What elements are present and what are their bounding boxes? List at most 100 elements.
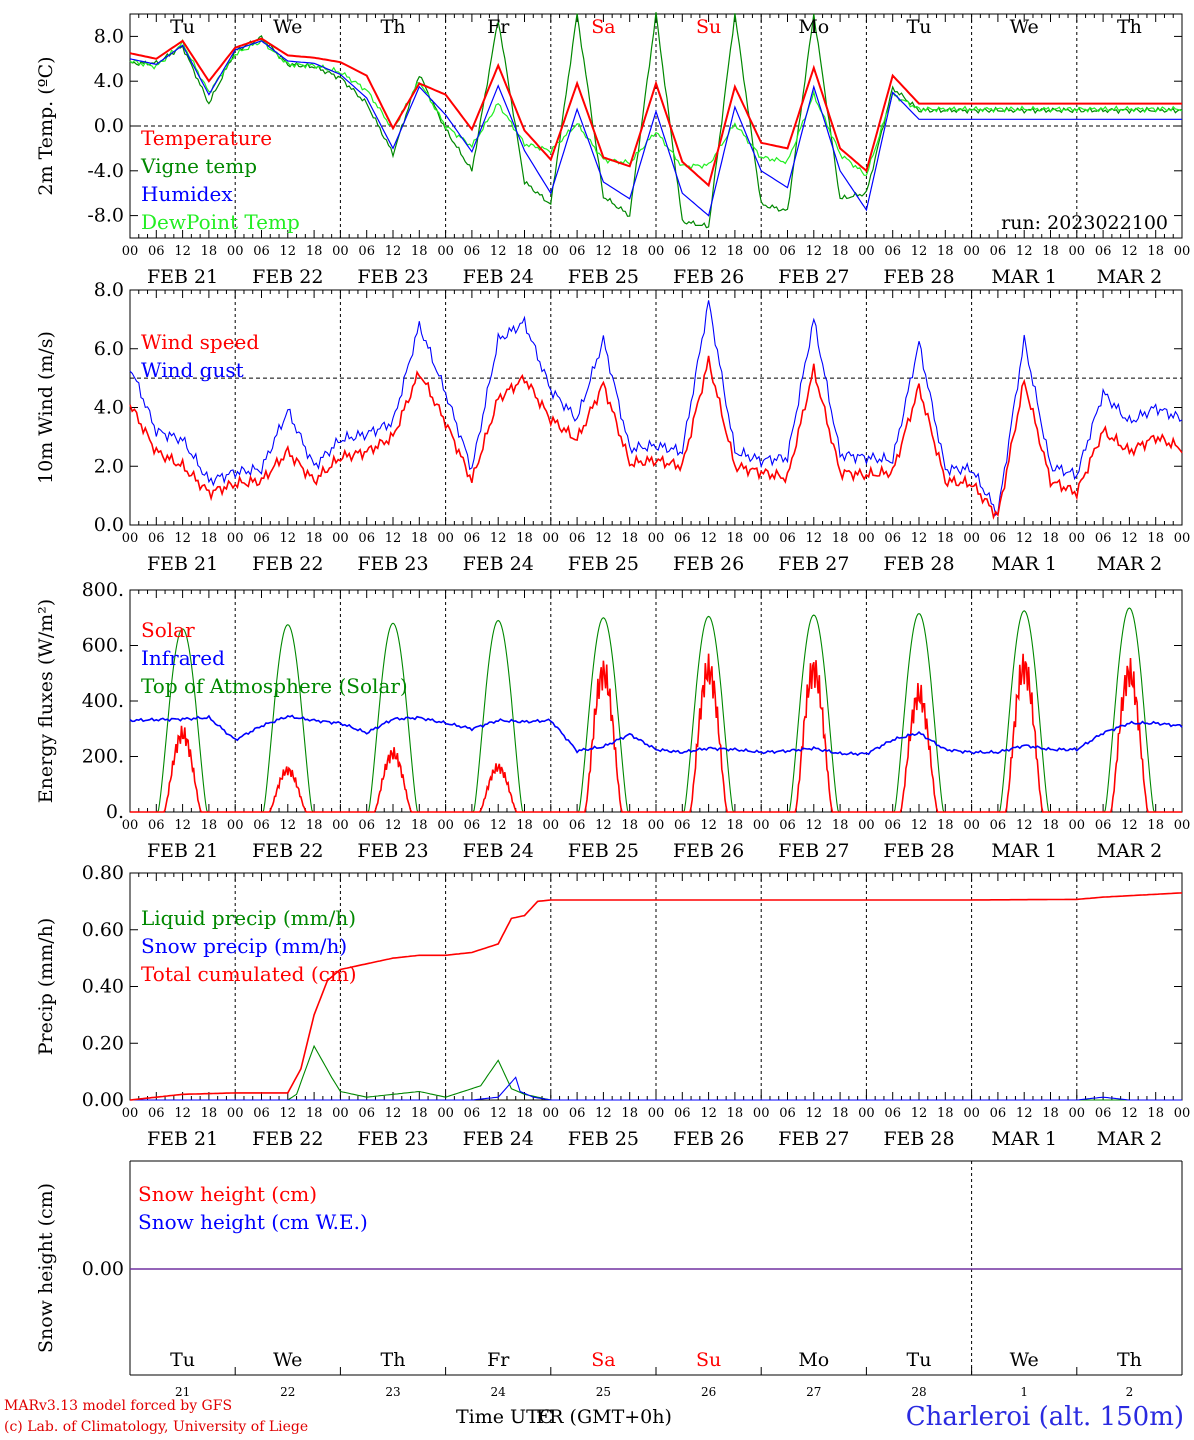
temp-hour-label: 18 [411,244,428,259]
energy-ytick-label: 600. [82,635,124,657]
energy-hour-label: 18 [832,818,849,833]
wind-axes [129,289,1183,526]
wind-hour-label: 12 [1016,531,1033,546]
energy-hour-label: 18 [516,818,533,833]
wind-date-label: FEB 22 [252,553,323,575]
temp-date-label: MAR 2 [1097,266,1163,288]
precip-date-label: FEB 24 [463,1128,534,1150]
snow-day-number: 21 [175,1385,190,1399]
wind-hour-label: 06 [1095,531,1112,546]
energy-legend-2: Top of Atmosphere (Solar) [141,674,408,698]
precip-hour-label: 00 [332,1106,349,1121]
snow-day-name: Fr [487,1349,510,1371]
temp-hour-label: 12 [280,244,297,259]
temp-hour-label: 00 [753,244,770,259]
wind-hour-label: 00 [227,531,244,546]
snow-day-name: We [1010,1349,1039,1371]
energy-hour-label: 12 [1121,818,1138,833]
precip-hour-label: 06 [569,1106,586,1121]
energy-legend-0: Solar [141,618,195,642]
precip-hour-label: 18 [727,1106,744,1121]
temp-hour-label: 00 [1069,244,1086,259]
precip-hour-label: 18 [621,1106,638,1121]
precip-hour-label: 00 [858,1106,875,1121]
temp-date-label: FEB 22 [252,266,323,288]
precip-hour-label: 00 [437,1106,454,1121]
energy-hour-label: 18 [411,818,428,833]
energy-ytick-label: 400. [82,690,124,712]
precip-legend-0: Liquid precip (mm/h) [141,906,356,930]
temp-hour-label: 00 [437,244,454,259]
energy-hour-label: 06 [148,818,165,833]
energy-date-label: FEB 25 [568,840,639,862]
temp-series-dewpoint-temp [129,38,1183,176]
energy-hour-label: 06 [884,818,901,833]
energy-hour-label: 06 [358,818,375,833]
wind-series-wind-gust [129,300,1183,517]
precip-date-label: FEB 23 [357,1128,428,1150]
snow-ylabel: Snow height (cm) [35,1183,57,1353]
temp-hour-label: 06 [884,244,901,259]
temp-hour-label: 00 [122,244,139,259]
energy-hour-label: 12 [490,818,507,833]
temp-hour-label: 06 [779,244,796,259]
wind-hour-label: 00 [753,531,770,546]
wind-hour-label: 00 [437,531,454,546]
precip-hour-label: 18 [1147,1106,1164,1121]
temp-date-label: FEB 23 [357,266,428,288]
precip-hour-label: 12 [700,1106,717,1121]
precip-hour-label: 12 [806,1106,823,1121]
precip-date-label: FEB 28 [883,1128,954,1150]
temp-hour-label: 00 [648,244,665,259]
temp-hour-label: 12 [806,244,823,259]
energy-hour-label: 00 [858,818,875,833]
wind-ytick-label: 8.0 [94,279,124,301]
snow-day-name: Mo [798,1349,829,1371]
wind-hour-label: 12 [174,531,191,546]
precip-hour-label: 00 [963,1106,980,1121]
energy-hour-label: 18 [1147,818,1164,833]
energy-hour-label: 18 [306,818,323,833]
precip-legend-1: Snow precip (mm/h) [141,934,347,958]
temp-hour-label: 00 [332,244,349,259]
energy-hour-label: 06 [990,818,1007,833]
snow-day-number: 28 [911,1385,926,1399]
precip-hour-label: 12 [595,1106,612,1121]
energy-hour-label: 12 [1016,818,1033,833]
precip-series-2 [129,892,1183,1101]
precip-hour-label: 00 [122,1106,139,1121]
temp-date-label: FEB 28 [883,266,954,288]
energy-hour-label: 00 [1069,818,1086,833]
energy-date-label: FEB 28 [883,840,954,862]
wind-date-label: FEB 24 [463,553,534,575]
energy-hour-label: 00 [963,818,980,833]
temp-date-label: MAR 1 [991,266,1057,288]
credit-line-2: (c) Lab. of Climatology, University of L… [4,1419,309,1435]
wind-hour-label: 18 [621,531,638,546]
temp-hour-label: 00 [963,244,980,259]
precip-hour-label: 06 [253,1106,270,1121]
wind-hour-label: 12 [911,531,928,546]
precip-hour-label: 18 [306,1106,323,1121]
precip-hour-label: 18 [1042,1106,1059,1121]
temp-ytick-label: 8.0 [94,25,124,47]
precip-hour-label: 06 [1095,1106,1112,1121]
wind-hour-label: 00 [1174,531,1191,546]
energy-hour-label: 00 [437,818,454,833]
energy-hour-label: 00 [648,818,665,833]
temp-hour-label: 18 [832,244,849,259]
temp-date-label: FEB 24 [463,266,534,288]
temp-hour-label: 06 [464,244,481,259]
temp-hour-label: 12 [385,244,402,259]
wind-series-wind-speed [129,355,1183,520]
precip-hour-label: 12 [1016,1106,1033,1121]
wind-hour-label: 06 [464,531,481,546]
precip-ytick-label: 0.40 [82,976,124,998]
energy-hour-label: 18 [201,818,218,833]
precip-hour-label: 06 [884,1106,901,1121]
temp-day-name: Su [696,16,721,38]
temp-series-vigne-temp [129,12,1183,229]
temp-day-name: Sa [591,16,615,38]
wind-hour-label: 18 [201,531,218,546]
wind-date-label: MAR 2 [1097,553,1163,575]
